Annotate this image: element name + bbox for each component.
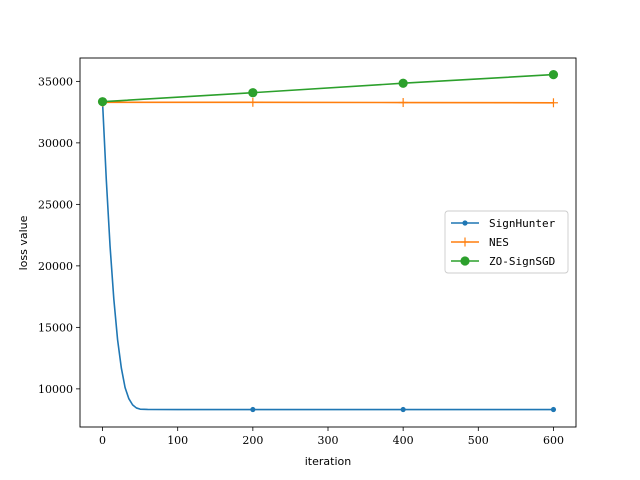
series-line-2: [102, 73, 554, 103]
legend-marker-2: [460, 256, 470, 266]
legend-label-1: NES: [489, 236, 509, 249]
axes: 0 100 200 300 400 500 600 10000 15000 20000 25000 3…: [38, 57, 577, 447]
y-tick-label-2: 20000: [38, 260, 73, 273]
x-tick-label-5: 500: [468, 434, 489, 447]
y-tick-label-5: 35000: [38, 75, 73, 88]
legend-marker-1: [460, 237, 470, 247]
x-axis-label: iteration: [305, 455, 351, 468]
series-1-marker-1: [248, 97, 258, 107]
y-axis-label: loss value: [17, 215, 30, 270]
y-tick-label-0: 10000: [38, 383, 73, 396]
legend-marker-0: [462, 220, 468, 226]
series-1-marker-2: [398, 98, 408, 108]
legend-label-0: SignHunter: [489, 217, 556, 230]
series-0-marker-1: [400, 406, 406, 413]
series-2-marker-3: [548, 70, 559, 80]
x-tick-label-0: 0: [99, 434, 106, 447]
legend: SignHunter NES ZO-SignSGD: [444, 210, 569, 274]
legend-label-2: ZO-SignSGD: [489, 255, 555, 268]
y-tick-label-4: 30000: [38, 137, 73, 150]
y-tick-label-3: 25000: [38, 198, 73, 211]
series-2-marker-2: [398, 78, 408, 88]
x-tick-label-4: 400: [393, 434, 414, 447]
series-2-marker-1: [248, 88, 258, 98]
x-tick-label-1: 100: [167, 434, 188, 447]
plot-area: [97, 70, 559, 413]
x-tick-label-6: 600: [543, 434, 564, 447]
series-1-marker-3: [548, 98, 558, 108]
x-tick-label-2: 200: [242, 434, 263, 447]
series-0-marker-0: [250, 406, 256, 413]
series-2-marker-0: [97, 97, 108, 107]
x-tick-label-3: 300: [318, 434, 339, 447]
y-tick-label-1: 15000: [38, 321, 73, 334]
series-0-marker-2: [550, 406, 557, 413]
series-line-0: [101, 102, 554, 411]
legend-box: [444, 210, 569, 274]
